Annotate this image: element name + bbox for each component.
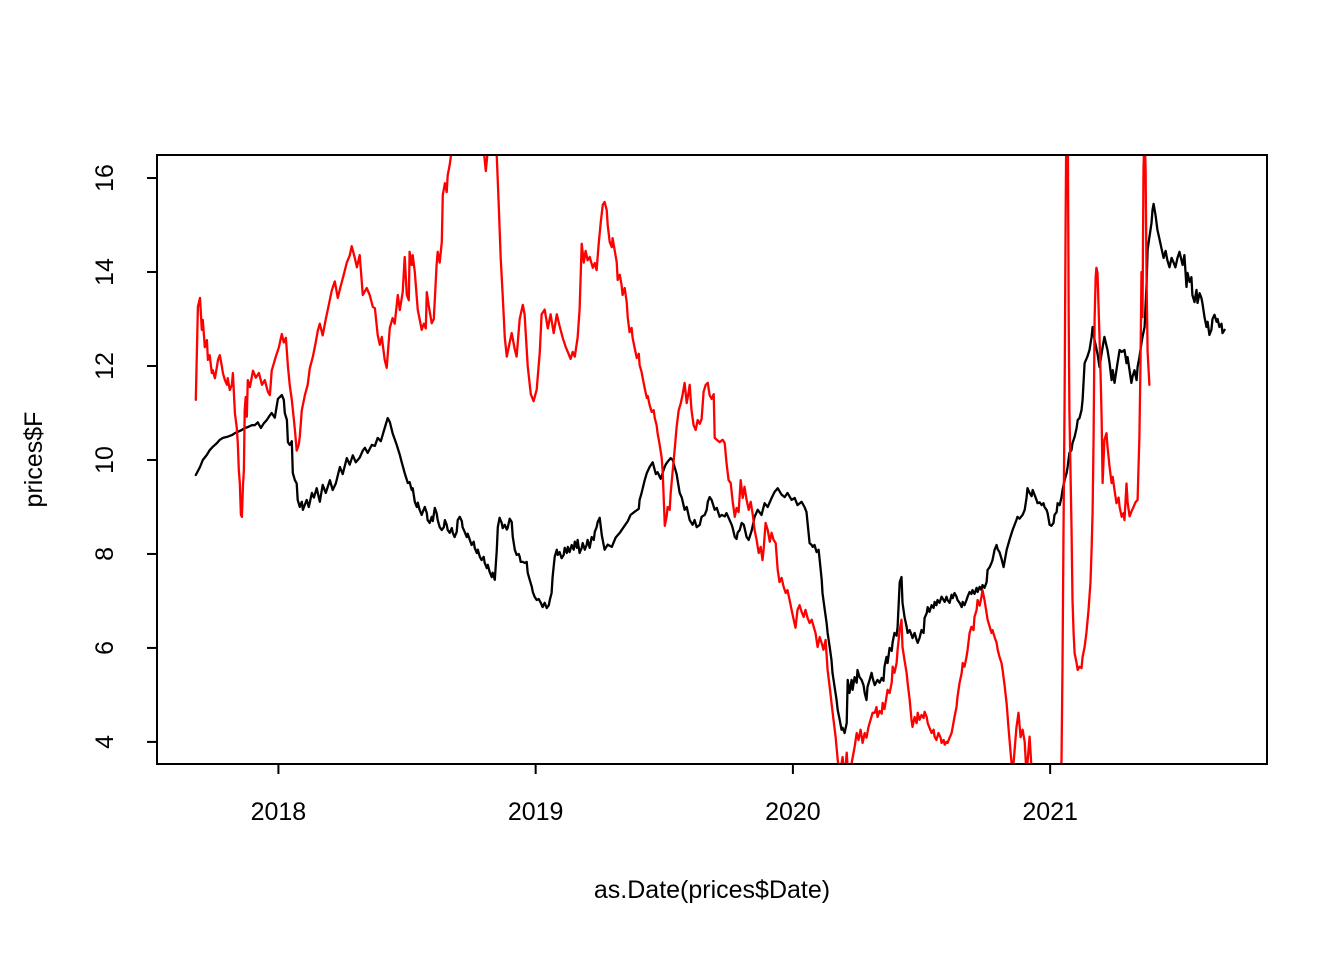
x-tick-label: 2018	[251, 798, 307, 826]
x-tick-label: 2021	[1022, 798, 1078, 826]
y-tick-label: 4	[91, 735, 119, 749]
series-red-line	[194, 155, 1151, 764]
y-axis-title: prices$F	[20, 412, 48, 508]
y-tick-label: 16	[91, 164, 119, 192]
plot-box	[156, 154, 1268, 765]
axis-ticks	[147, 177, 1052, 774]
x-tick-label: 2020	[765, 798, 821, 826]
x-axis-title: as.Date(prices$Date)	[594, 876, 830, 904]
x-tick-label: 2019	[508, 798, 564, 826]
axis-tick-labels: 2018 2019 2020 2021 4 6 8 10 12 14 16	[91, 164, 1078, 826]
y-tick-label: 14	[91, 258, 119, 286]
y-tick-label: 6	[91, 641, 119, 655]
y-tick-label: 10	[91, 446, 119, 474]
series-group	[194, 155, 1226, 764]
y-tick-label: 8	[91, 547, 119, 561]
y-tick-label: 12	[91, 352, 119, 380]
